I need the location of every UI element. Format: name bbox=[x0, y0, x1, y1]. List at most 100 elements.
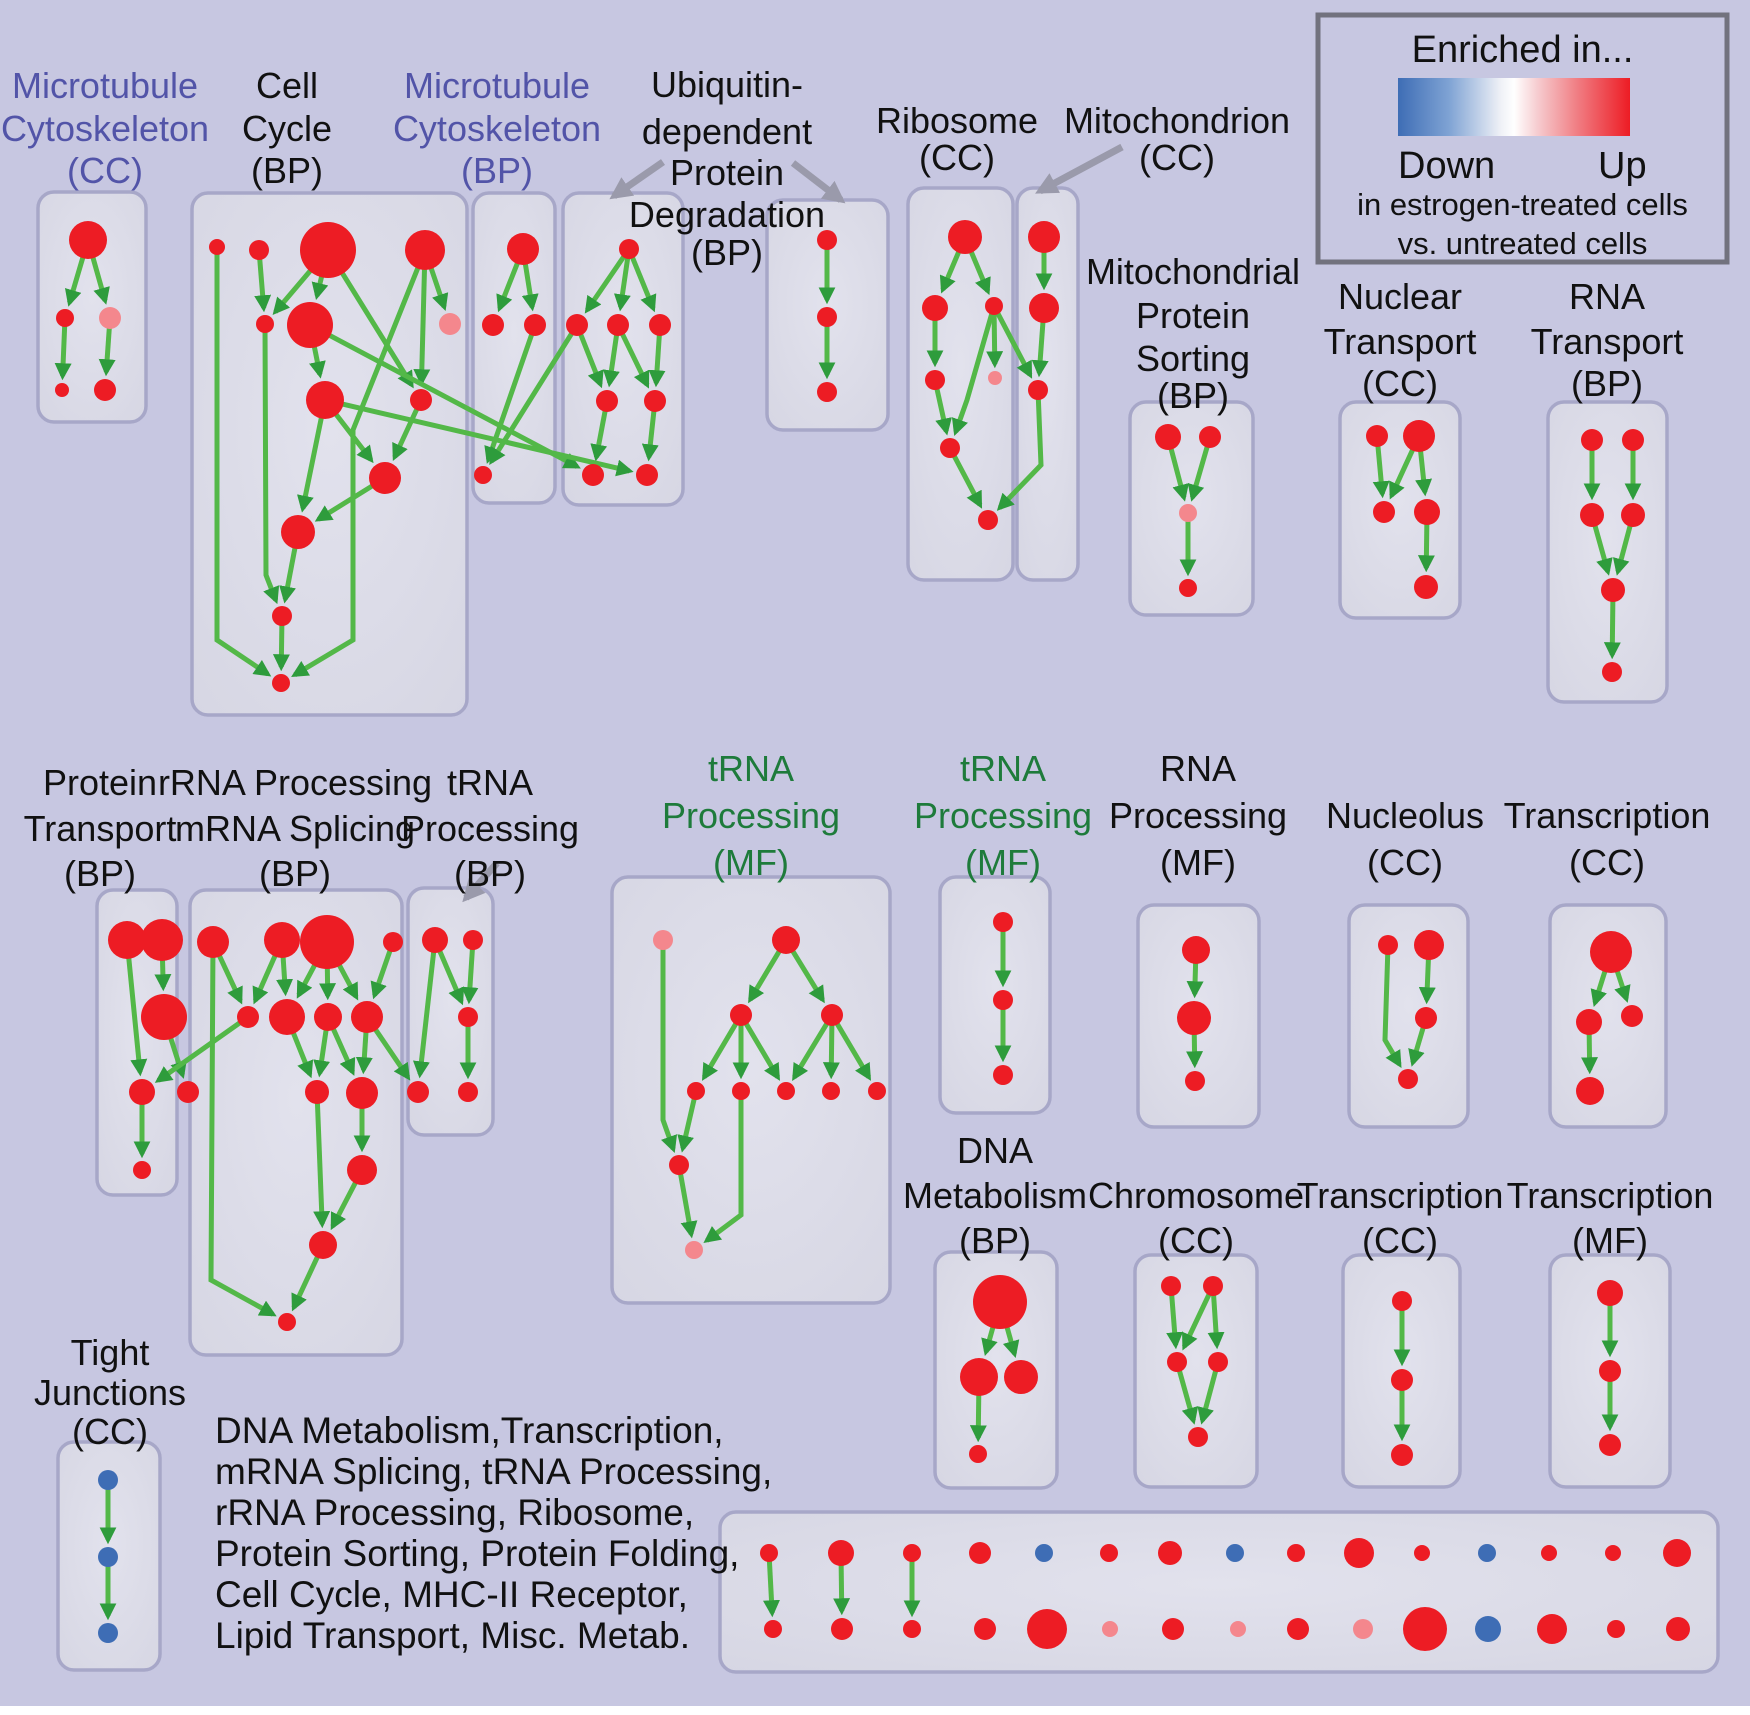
edge-cell-cycle-bp bbox=[297, 410, 326, 513]
edge-mitochondrion-cc bbox=[1031, 316, 1049, 378]
go-term-node-red bbox=[1392, 1291, 1412, 1311]
go-term-node-red bbox=[1607, 1620, 1625, 1638]
cluster-label-trna-processing-mf-small: tRNA bbox=[960, 748, 1046, 789]
cluster-label-chromosome-cc: (CC) bbox=[1158, 1220, 1234, 1261]
go-term-node-red bbox=[922, 295, 948, 321]
go-term-node-red bbox=[903, 1620, 921, 1638]
go-term-node-red bbox=[278, 1313, 296, 1331]
go-term-node-red bbox=[649, 314, 671, 336]
go-term-node-red bbox=[993, 912, 1013, 932]
go-term-node-red bbox=[1373, 501, 1395, 523]
cluster-box-transcription-cc-row2 bbox=[1548, 903, 1668, 1129]
cluster-label-mitochondrial-protein-sorting-bp: Mitochondrial bbox=[1086, 251, 1300, 292]
go-term-node-red bbox=[868, 1082, 886, 1100]
go-term-node-red bbox=[1177, 1001, 1211, 1035]
go-term-node-red bbox=[256, 315, 274, 333]
go-term-node-red bbox=[249, 240, 269, 260]
cluster-label-trna-processing-mf-small: (MF) bbox=[965, 842, 1041, 883]
cluster-label-transcription-cc-row3: (CC) bbox=[1362, 1220, 1438, 1261]
cluster-label-trna-processing-mf-large: tRNA bbox=[708, 748, 794, 789]
edge-rna-transport-bp bbox=[1591, 521, 1613, 576]
go-term-node-red bbox=[272, 606, 292, 626]
edge-chromosome-cc bbox=[1182, 1290, 1213, 1351]
cluster-label-ubiquitin-degradation-bp-left: Protein bbox=[670, 152, 784, 193]
edge-ribosome-cc bbox=[939, 245, 964, 294]
edge-rna-transport-bp bbox=[1612, 521, 1634, 576]
edge-ribosome-cc bbox=[966, 245, 991, 296]
cross-edge bbox=[489, 329, 576, 466]
edge-cell-cycle-bp bbox=[291, 260, 423, 677]
edge-ribosome-cc bbox=[950, 452, 983, 509]
cross-edge bbox=[154, 1018, 245, 1083]
cluster-label-dna-metabolism-bp: (BP) bbox=[959, 1220, 1031, 1261]
go-term-node-red bbox=[474, 466, 492, 484]
go-term-node-red bbox=[141, 919, 183, 961]
cluster-box-nuclear-transport-cc bbox=[1338, 400, 1462, 620]
go-term-node-red bbox=[817, 230, 837, 250]
edge-trna-processing-mf-large bbox=[833, 1019, 872, 1081]
edge-ubiquitin-degradation-bp-left bbox=[584, 252, 628, 314]
go-term-node-red bbox=[948, 220, 982, 254]
go-term-node-red bbox=[209, 239, 225, 255]
edge-ubiquitin-degradation-bp-left bbox=[613, 254, 631, 312]
cluster-label-rna-transport-bp: RNA bbox=[1569, 276, 1645, 317]
go-term-node-red bbox=[309, 1231, 337, 1259]
go-term-node-red bbox=[1185, 1071, 1205, 1091]
go-term-node-pink bbox=[988, 371, 1002, 385]
edge-ribosome-cc bbox=[951, 310, 995, 436]
edge-nuclear-transport-cc bbox=[1389, 443, 1418, 500]
go-term-node-pink bbox=[1179, 504, 1197, 522]
cluster-box-nucleolus-cc bbox=[1347, 903, 1470, 1129]
edge-ubiquitin-degradation-bp-left bbox=[628, 253, 657, 313]
cluster-box-misc-summary-strip bbox=[718, 1510, 1720, 1674]
cluster-box-microtubule-cytoskeleton-bp bbox=[471, 191, 557, 505]
go-term-node-red bbox=[1208, 1352, 1228, 1372]
cluster-label-rna-transport-bp: (BP) bbox=[1571, 363, 1643, 404]
go-term-node-red bbox=[197, 926, 229, 958]
go-term-node-red bbox=[1155, 424, 1181, 450]
go-term-node-red bbox=[1366, 425, 1388, 447]
go-term-node-red bbox=[978, 510, 998, 530]
edge-cell-cycle-bp bbox=[314, 480, 379, 522]
go-term-node-red bbox=[993, 990, 1013, 1010]
cluster-label-transcription-cc-row3: Transcription bbox=[1297, 1175, 1504, 1216]
edge-ubiquitin-degradation-bp-left bbox=[618, 329, 650, 389]
go-term-node-red bbox=[1029, 293, 1059, 323]
go-term-node-red bbox=[1391, 1369, 1413, 1391]
edge-rrna-processing-mrna-splicing-bp bbox=[291, 1251, 322, 1312]
edge-rrna-processing-mrna-splicing-bp bbox=[370, 946, 394, 1000]
legend-gradient-bar bbox=[1398, 78, 1630, 136]
summary-note-line: rRNA Processing, Ribosome, bbox=[215, 1492, 695, 1533]
go-term-node-red bbox=[410, 389, 432, 411]
edge-protein-transport-bp bbox=[125, 951, 148, 1077]
edge-ubiquitin-degradation-bp-left bbox=[602, 331, 620, 388]
cluster-label-protein-transport-bp: Transport bbox=[24, 808, 177, 849]
go-term-node-red bbox=[1414, 930, 1444, 960]
cluster-label-tight-junctions-cc: Junctions bbox=[34, 1372, 186, 1413]
edge-nuclear-transport-cc bbox=[1372, 442, 1390, 499]
edge-mitochondrial-protein-sorting-bp bbox=[1167, 443, 1189, 502]
cluster-label-ubiquitin-degradation-bp-left: (BP) bbox=[691, 232, 763, 273]
bottom-margin bbox=[0, 1706, 1750, 1715]
label-pointer-arrow bbox=[790, 160, 846, 204]
go-term-node-red bbox=[817, 307, 837, 327]
cluster-label-microtubule-cytoskeleton-cc: Microtubule bbox=[12, 65, 198, 106]
go-term-node-red bbox=[1663, 1539, 1691, 1567]
go-term-node-red bbox=[831, 1618, 853, 1640]
edge-transcription-cc-row2 bbox=[1581, 1029, 1599, 1075]
edge-nuclear-transport-cc bbox=[1415, 445, 1433, 497]
cluster-label-cell-cycle-bp: Cell bbox=[256, 65, 318, 106]
go-term-node-red bbox=[1581, 429, 1603, 451]
go-term-node-red bbox=[405, 230, 445, 270]
edge-ribosome-cc bbox=[986, 311, 1004, 369]
cluster-label-mitochondrial-protein-sorting-bp: Protein bbox=[1136, 295, 1250, 336]
edge-trna-processing-mf-large bbox=[788, 945, 825, 1004]
cluster-label-microtubule-cytoskeleton-bp: (BP) bbox=[461, 150, 533, 191]
go-term-node-red bbox=[1203, 1276, 1223, 1296]
edge-dna-metabolism-bp bbox=[969, 1388, 987, 1443]
go-term-node-red bbox=[1414, 575, 1438, 599]
go-term-node-red bbox=[458, 1082, 478, 1102]
go-term-node-red bbox=[305, 1080, 329, 1104]
